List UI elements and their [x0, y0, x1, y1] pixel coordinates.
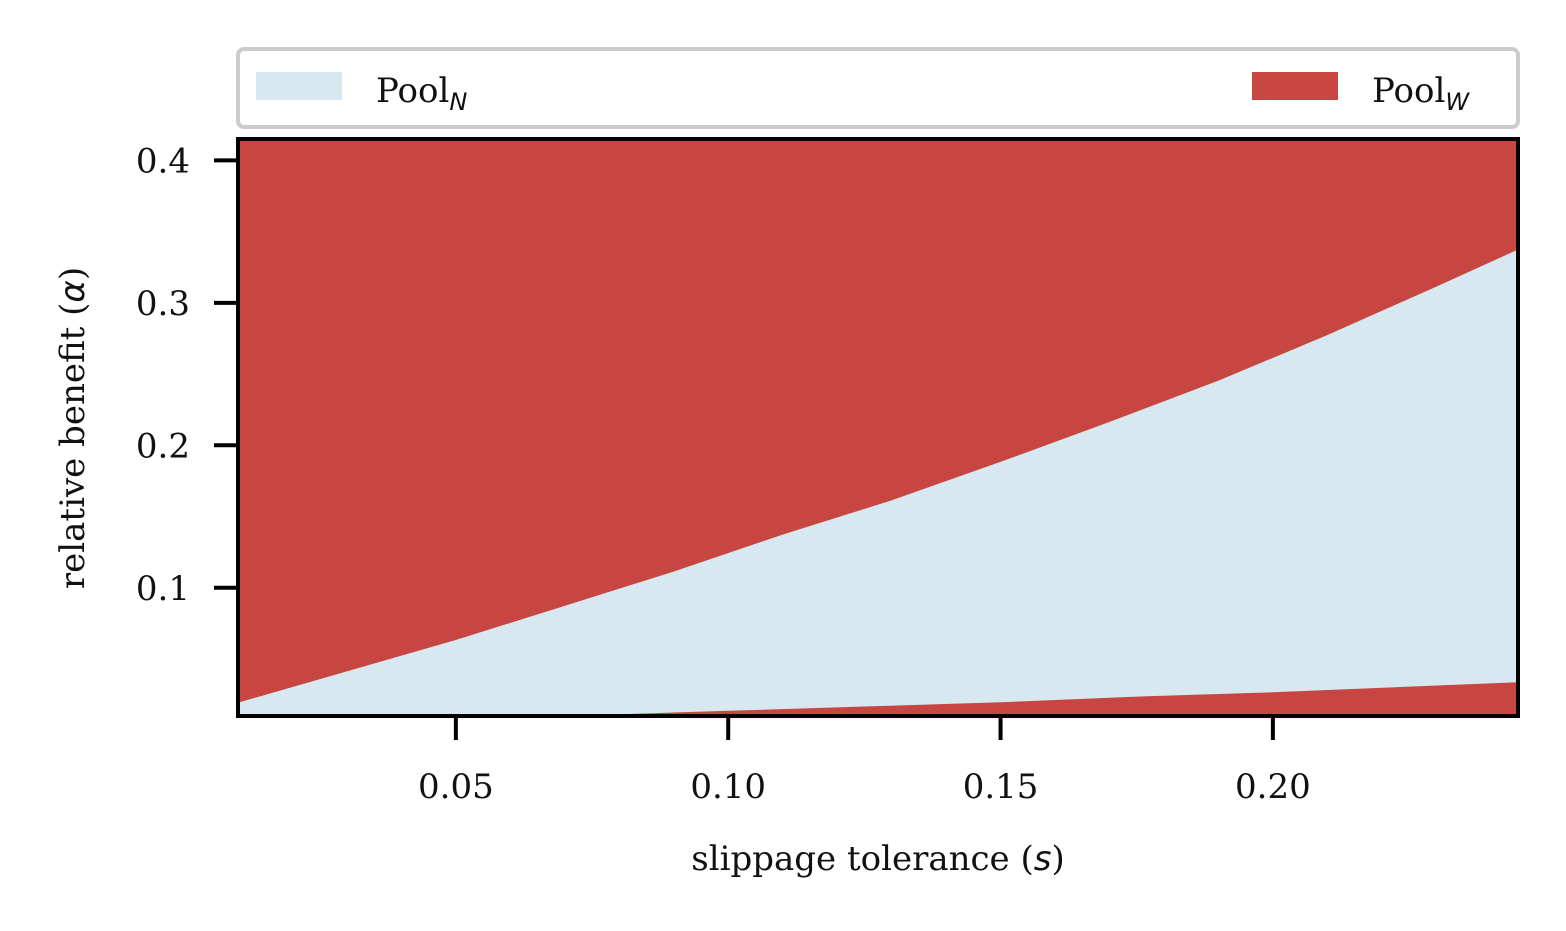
x-tick-label: 0.15	[963, 767, 1039, 807]
y-tick-label: 0.4	[136, 141, 190, 181]
legend: PoolN PoolW	[236, 47, 1520, 129]
region-pool-n	[238, 250, 1518, 716]
y-axis-label: relative benefit (α)	[53, 267, 93, 589]
legend-label-pool-n: PoolN	[376, 71, 467, 116]
x-tick-label: 0.10	[690, 767, 766, 807]
x-tick-label: 0.05	[418, 767, 494, 807]
legend-label-pool-w: PoolW	[1372, 71, 1470, 116]
x-axis-label: slippage tolerance (s)	[691, 839, 1064, 879]
plot-area	[236, 137, 1520, 718]
series-upper-boundary	[237, 249, 1519, 704]
y-tick-label: 0.2	[136, 426, 190, 466]
legend-frame	[236, 47, 1520, 129]
x-axis: 0.05 0.10 0.15 0.20	[418, 716, 1311, 807]
legend-swatch-pool-n	[256, 72, 342, 100]
legend-swatch-pool-w	[1252, 72, 1338, 100]
y-tick-label: 0.3	[136, 284, 190, 324]
axes-frame	[236, 137, 1520, 718]
x-tick-label: 0.20	[1235, 767, 1311, 807]
y-axis: 0.1 0.2 0.3 0.4	[136, 141, 238, 609]
y-tick-label: 0.1	[136, 569, 190, 609]
